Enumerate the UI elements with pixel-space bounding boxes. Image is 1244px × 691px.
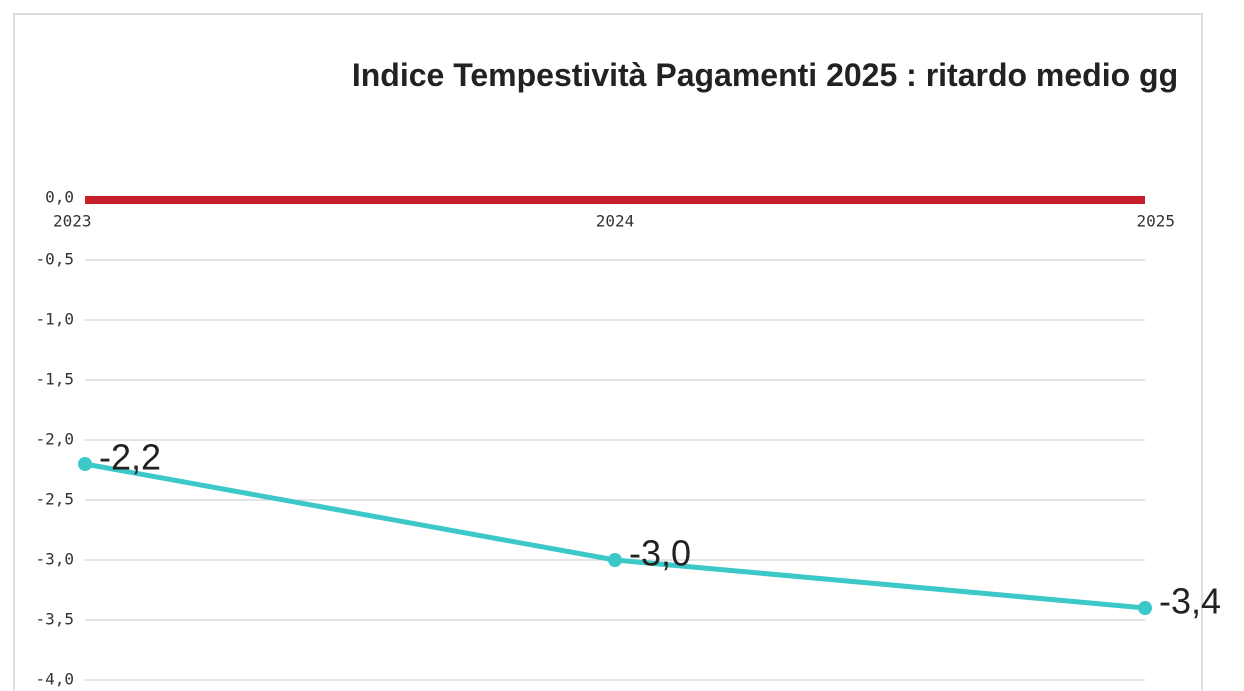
x-tick-label: 2024	[596, 212, 635, 231]
data-label: -3,4	[1159, 581, 1221, 622]
x-tick-label: 2025	[1136, 212, 1175, 231]
y-tick-label: -0,5	[35, 250, 74, 269]
data-label: -3,0	[629, 533, 691, 574]
y-tick-label: -1,5	[35, 370, 74, 389]
y-tick-label: 0,0	[45, 188, 74, 207]
data-point	[608, 553, 622, 567]
data-point	[1138, 601, 1152, 615]
data-point	[78, 457, 92, 471]
x-tick-label: 2023	[53, 212, 92, 231]
data-label: -2,2	[99, 437, 161, 478]
y-tick-label: -2,5	[35, 490, 74, 509]
y-tick-label: -1,0	[35, 310, 74, 329]
chart-border	[13, 13, 1203, 691]
y-tick-label: -4,0	[35, 670, 74, 689]
y-tick-label: -3,5	[35, 610, 74, 629]
chart-title: Indice Tempestività Pagamenti 2025 : rit…	[351, 57, 1179, 93]
y-tick-label: -3,0	[35, 550, 74, 569]
y-tick-label: -2,0	[35, 430, 74, 449]
